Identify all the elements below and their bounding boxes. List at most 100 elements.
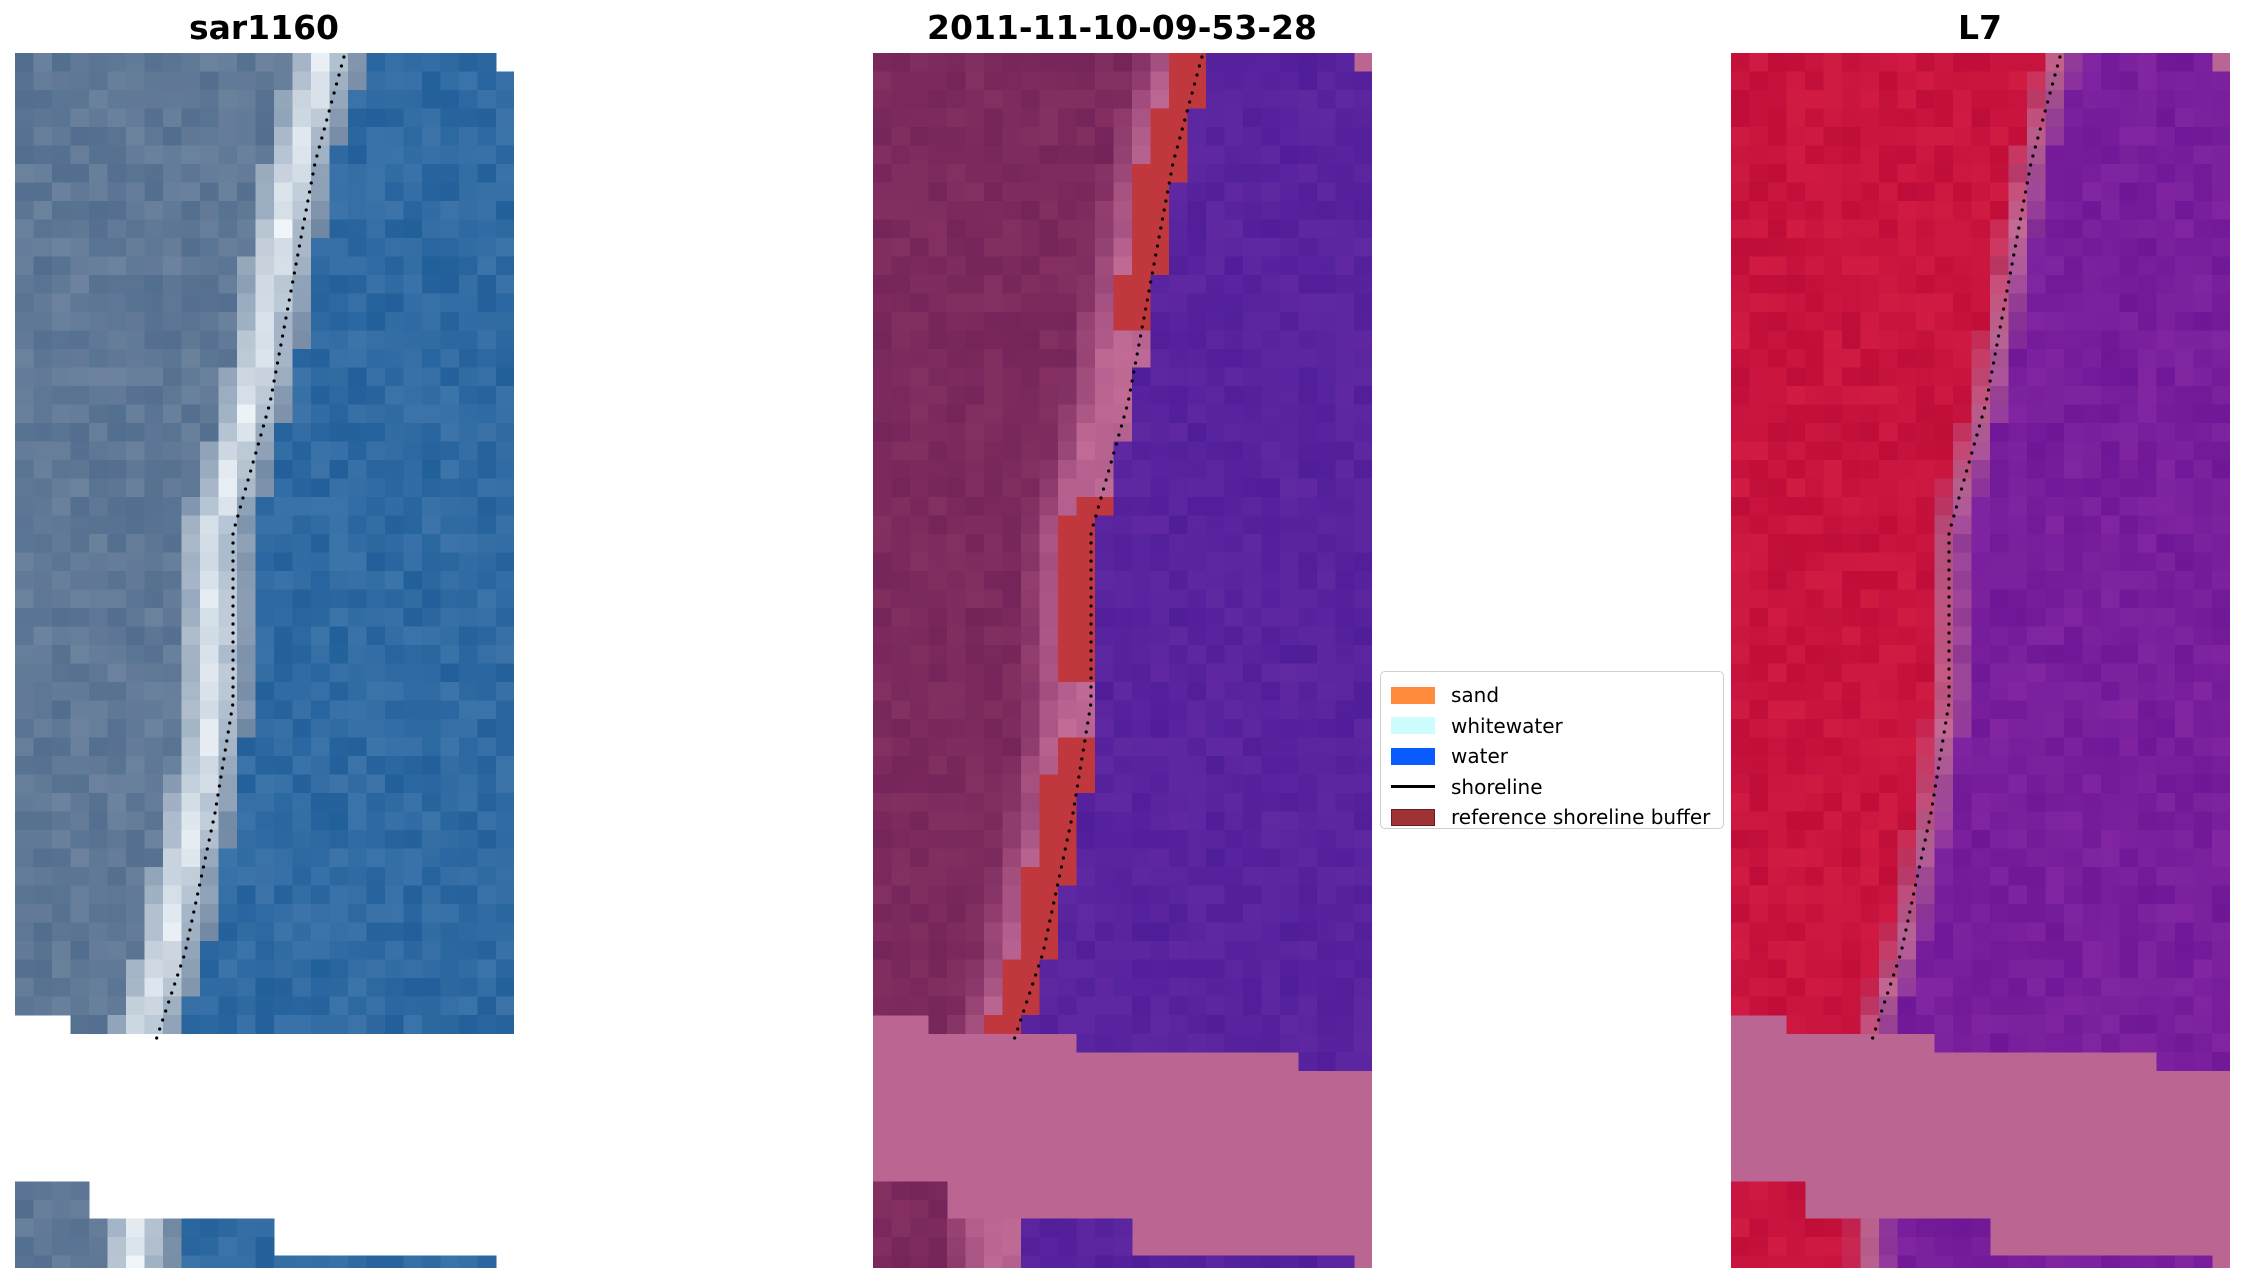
pixel — [292, 626, 312, 646]
pixel — [255, 959, 275, 979]
pixel — [1206, 885, 1225, 905]
pixel — [2119, 719, 2139, 738]
pixel — [107, 53, 127, 72]
pixel — [89, 460, 108, 479]
pixel — [1805, 904, 1824, 923]
pixel — [1786, 182, 1806, 202]
pixel — [15, 626, 34, 646]
pixel — [947, 922, 966, 942]
shoreline-point — [1902, 937, 1906, 941]
pixel — [274, 275, 293, 294]
pixel — [1860, 349, 1880, 368]
pixel — [496, 830, 514, 849]
pixel — [1897, 996, 1917, 1016]
shoreline-point — [1101, 487, 1106, 491]
pixel — [89, 312, 108, 331]
pixel — [2045, 1255, 2065, 1268]
pixel — [1298, 53, 1318, 72]
shoreline-point — [1970, 451, 1974, 455]
pixel — [496, 571, 514, 590]
pixel — [1749, 164, 1769, 183]
pixel — [237, 848, 256, 868]
pixel — [311, 404, 330, 424]
pixel — [910, 349, 929, 368]
pixel — [181, 349, 201, 368]
pixel — [181, 367, 201, 387]
pixel — [2082, 460, 2102, 479]
pixel — [1971, 922, 1991, 942]
pixel — [891, 867, 911, 886]
pixel — [1261, 330, 1281, 350]
pixel — [2101, 922, 2120, 942]
pixel — [403, 201, 423, 220]
shoreline-point — [1904, 928, 1908, 932]
pixel — [311, 996, 330, 1016]
pixel — [1879, 996, 1898, 1016]
pixel — [2119, 238, 2139, 257]
pixel — [144, 238, 164, 257]
pixel — [348, 534, 367, 553]
pixel — [1113, 1015, 1133, 1034]
pixel — [1039, 238, 1059, 257]
pixel — [1990, 996, 2009, 1016]
pixel — [15, 737, 34, 757]
pixel — [1749, 1255, 1769, 1268]
pixel — [2156, 719, 2176, 738]
pixel — [2175, 90, 2194, 109]
pixel — [52, 515, 71, 535]
shoreline-point — [1988, 379, 1992, 383]
pixel — [1169, 589, 1188, 609]
buffer-pixel — [1132, 312, 1151, 331]
pixel — [873, 922, 892, 942]
pixel — [2064, 700, 2083, 720]
pixel — [1971, 367, 1991, 387]
pixel — [144, 534, 164, 553]
pixel — [1990, 164, 2009, 183]
pixel — [965, 386, 985, 405]
pixel — [15, 830, 34, 849]
pixel — [329, 848, 349, 868]
pixel — [873, 774, 892, 794]
pixel — [1860, 848, 1880, 868]
pixel — [1879, 460, 1898, 479]
pixel — [873, 108, 892, 128]
pixel — [1786, 367, 1806, 387]
pixel — [1169, 922, 1188, 942]
pixel — [89, 996, 108, 1016]
pixel — [1934, 164, 1954, 183]
pixel — [873, 589, 892, 609]
pixel — [1354, 774, 1372, 794]
pixel — [292, 645, 312, 664]
pixel — [2175, 793, 2194, 812]
pixel — [1990, 108, 2009, 128]
pixel — [2008, 201, 2028, 220]
pixel — [1298, 182, 1318, 202]
shoreline-point — [2031, 154, 2035, 158]
pixel — [403, 737, 423, 757]
pixel — [1132, 811, 1151, 831]
pixel — [329, 793, 349, 812]
pixel — [947, 182, 966, 202]
pixel — [163, 182, 182, 202]
shoreline-point — [1175, 145, 1179, 149]
pixel — [928, 1015, 948, 1034]
pixel — [496, 145, 514, 165]
pixel — [1261, 793, 1281, 812]
pixel — [274, 497, 293, 516]
shoreline-point — [1939, 748, 1943, 752]
shoreline-point — [337, 73, 341, 77]
pixel — [255, 312, 275, 331]
pixel — [1354, 756, 1372, 775]
pixel — [2027, 941, 2046, 960]
pixel — [385, 423, 404, 442]
pixel — [1206, 201, 1225, 220]
pixel — [1076, 71, 1096, 91]
pixel — [1298, 774, 1318, 794]
pixel — [144, 941, 164, 960]
pixel — [52, 885, 71, 905]
pixel — [403, 663, 423, 683]
pixel — [422, 404, 441, 424]
buffer-pixel — [1113, 293, 1133, 313]
pixel — [1095, 515, 1114, 535]
pixel — [311, 349, 330, 368]
